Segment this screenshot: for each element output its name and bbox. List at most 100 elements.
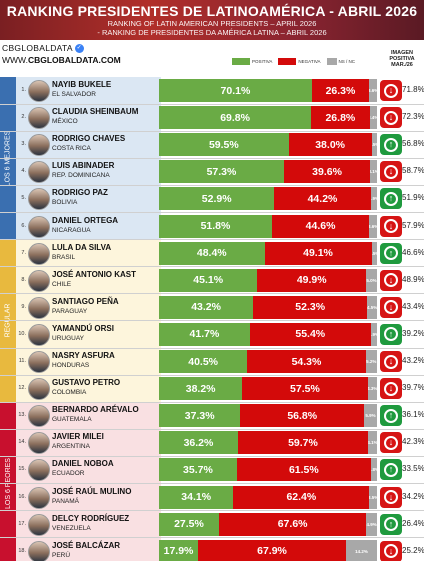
trend-up-badge: ↑ bbox=[380, 188, 402, 210]
rank-number: 2. bbox=[21, 114, 26, 121]
row-divider bbox=[0, 184, 424, 186]
arrow-down-icon: ↓ bbox=[384, 381, 398, 396]
bar-positive: 43.2% bbox=[159, 295, 254, 319]
bar-nsnc: 5.0% bbox=[366, 268, 377, 292]
president-name: LULA DA SILVA bbox=[52, 242, 112, 252]
legend-nsnc: NS / NC bbox=[326, 58, 355, 65]
ranking-row: 17. DELCY RODRÍGUEZ VENEZUELA 27.5% 67.6% 4.9… bbox=[16, 511, 424, 538]
avatar bbox=[28, 540, 50, 561]
trend-down-badge: ↓ bbox=[380, 296, 402, 318]
previous-positive-image: 34.2% bbox=[402, 491, 424, 501]
bar-negative: 49.9% bbox=[257, 268, 367, 292]
bar-positive: 59.5% bbox=[159, 133, 289, 157]
country-name: COLOMBIA bbox=[52, 389, 87, 397]
previous-positive-image: 56.8% bbox=[402, 139, 424, 149]
arrow-down-icon: ↓ bbox=[384, 219, 398, 233]
legend-negative-swatch bbox=[278, 58, 297, 65]
legend-negative: NEGATIVA bbox=[278, 58, 321, 65]
stacked-bar: 36.2%59.7%4.1% bbox=[159, 431, 377, 455]
rank-number: 8. bbox=[21, 276, 26, 283]
trend-up-badge: ↑ bbox=[380, 513, 402, 535]
arrow-down-icon: ↓ bbox=[384, 354, 398, 369]
country-name: NICARAGUA bbox=[52, 226, 91, 234]
row-divider bbox=[0, 239, 424, 241]
ranking-row: 9. SANTIAGO PEÑA PARAGUAY 43.2% 52.3% 4.5% ↓ 43… bbox=[16, 294, 424, 321]
bar-negative: 62.4% bbox=[233, 485, 370, 509]
brand-site[interactable]: WWW.CBGLOBALDATA.COM bbox=[2, 55, 172, 65]
rank-number: 6. bbox=[21, 222, 26, 229]
country-name: CHILE bbox=[52, 280, 72, 288]
previous-positive-image: 42.3% bbox=[402, 437, 424, 447]
bar-nsnc: 3.6% bbox=[369, 214, 377, 238]
trend-up-badge: ↑ bbox=[380, 405, 402, 427]
country-name: ECUADOR bbox=[52, 470, 85, 478]
stacked-bar: 27.5% 67.6% 4.9% bbox=[159, 512, 377, 536]
stacked-bar: 45.1% 49.9% 5.0% bbox=[159, 268, 377, 292]
arrow-down-icon: ↓ bbox=[384, 490, 398, 504]
president-name: GUSTAVO PETRO bbox=[52, 378, 121, 388]
legend-negative-label: NEGATIVA bbox=[298, 59, 321, 64]
stacked-bar: 35.7%61.5%2.8% bbox=[159, 458, 377, 482]
bar-nsnc: 4.3% bbox=[367, 377, 377, 401]
avatar bbox=[28, 269, 50, 292]
trend-down-badge: ↓ bbox=[380, 486, 402, 508]
row-divider bbox=[0, 401, 424, 403]
president-name: RODRIGO PAZ bbox=[52, 188, 108, 198]
bar-nsnc: 4.9% bbox=[366, 512, 377, 536]
country-name: URUGUAY bbox=[52, 334, 85, 342]
stacked-bar: 51.8%44.6%3.6% bbox=[159, 214, 377, 238]
bar-nsnc: 2.9% bbox=[370, 187, 377, 211]
president-name: YAMANDÚ ORSI bbox=[52, 323, 114, 333]
rank-number: 14. bbox=[18, 439, 26, 446]
country-name: BRASIL bbox=[52, 253, 76, 261]
avatar bbox=[28, 107, 50, 130]
country-name: PARAGUAY bbox=[52, 307, 88, 315]
president-name: JOSÉ RAÚL MULINO bbox=[52, 486, 132, 496]
stacked-bar: 40.5% 54.3% 5.2% bbox=[159, 350, 377, 373]
bar-positive: 45.1% bbox=[159, 268, 258, 292]
arrow-up-icon: ↑ bbox=[384, 191, 398, 206]
bar-positive: 41.7% bbox=[159, 322, 250, 346]
bar-nsnc: 2.9% bbox=[370, 322, 377, 346]
legend-positive-swatch bbox=[232, 58, 250, 65]
president-name: JOSÉ ANTONIO KAST bbox=[52, 269, 137, 279]
previous-positive-image: 71.8% bbox=[402, 85, 424, 94]
ranking-row: 13. BERNARDO ARÉVALO GUATEMALA 37.3% 56.8% 5.… bbox=[16, 402, 424, 429]
avatar bbox=[28, 161, 50, 184]
stacked-bar: 37.3% 56.8% 5.9% bbox=[159, 404, 377, 428]
arrow-up-icon: ↑ bbox=[384, 462, 398, 477]
previous-positive-image: 58.7% bbox=[402, 166, 424, 176]
page-title: RANKING PRESIDENTES DE LATINOAMÉRICA - A… bbox=[6, 3, 418, 19]
country-name: HONDURAS bbox=[52, 362, 90, 369]
header-banner: RANKING PRESIDENTES DE LATINOAMÉRICA - A… bbox=[0, 0, 424, 40]
stacked-bar: 70.1%26.3%3.6% bbox=[159, 79, 377, 102]
bar-negative: 26.3% bbox=[311, 79, 370, 102]
arrow-up-icon: ↑ bbox=[384, 327, 398, 342]
stacked-bar: 69.8%26.8%3.4% bbox=[159, 106, 377, 130]
stacked-bar: 34.1%62.4%3.5% bbox=[159, 485, 377, 509]
avatar bbox=[28, 378, 50, 401]
legend-positive: POSITIVA bbox=[232, 58, 272, 65]
rank-number: 15. bbox=[18, 466, 26, 473]
bar-nsnc: 3.1% bbox=[370, 160, 377, 184]
previous-positive-image: 39.2% bbox=[402, 328, 424, 338]
row-divider bbox=[0, 293, 424, 295]
arrow-down-icon: ↓ bbox=[384, 435, 398, 450]
country-name: PANAMÁ bbox=[52, 497, 79, 505]
stacked-bar: 48.4%49.1%2.5% bbox=[159, 241, 377, 265]
bar-positive: 17.9% bbox=[159, 539, 199, 561]
bar-nsnc: 4.5% bbox=[367, 295, 377, 319]
country-name: EL SALVADOR bbox=[52, 91, 96, 98]
verified-check-icon: ✓ bbox=[74, 44, 84, 54]
previous-positive-image: 25.2% bbox=[402, 545, 424, 555]
arrow-down-icon: ↓ bbox=[384, 544, 398, 559]
president-name: DANIEL NOBOA bbox=[52, 459, 114, 469]
bar-negative: 67.9% bbox=[198, 539, 347, 561]
bar-positive: 38.2% bbox=[159, 377, 243, 401]
row-divider bbox=[0, 266, 424, 268]
ranking-row: 12. GUSTAVO PETRO COLOMBIA 38.2% 57.5% 4.3% ↓ 3… bbox=[16, 375, 424, 402]
country-name: MÉXICO bbox=[52, 118, 78, 126]
